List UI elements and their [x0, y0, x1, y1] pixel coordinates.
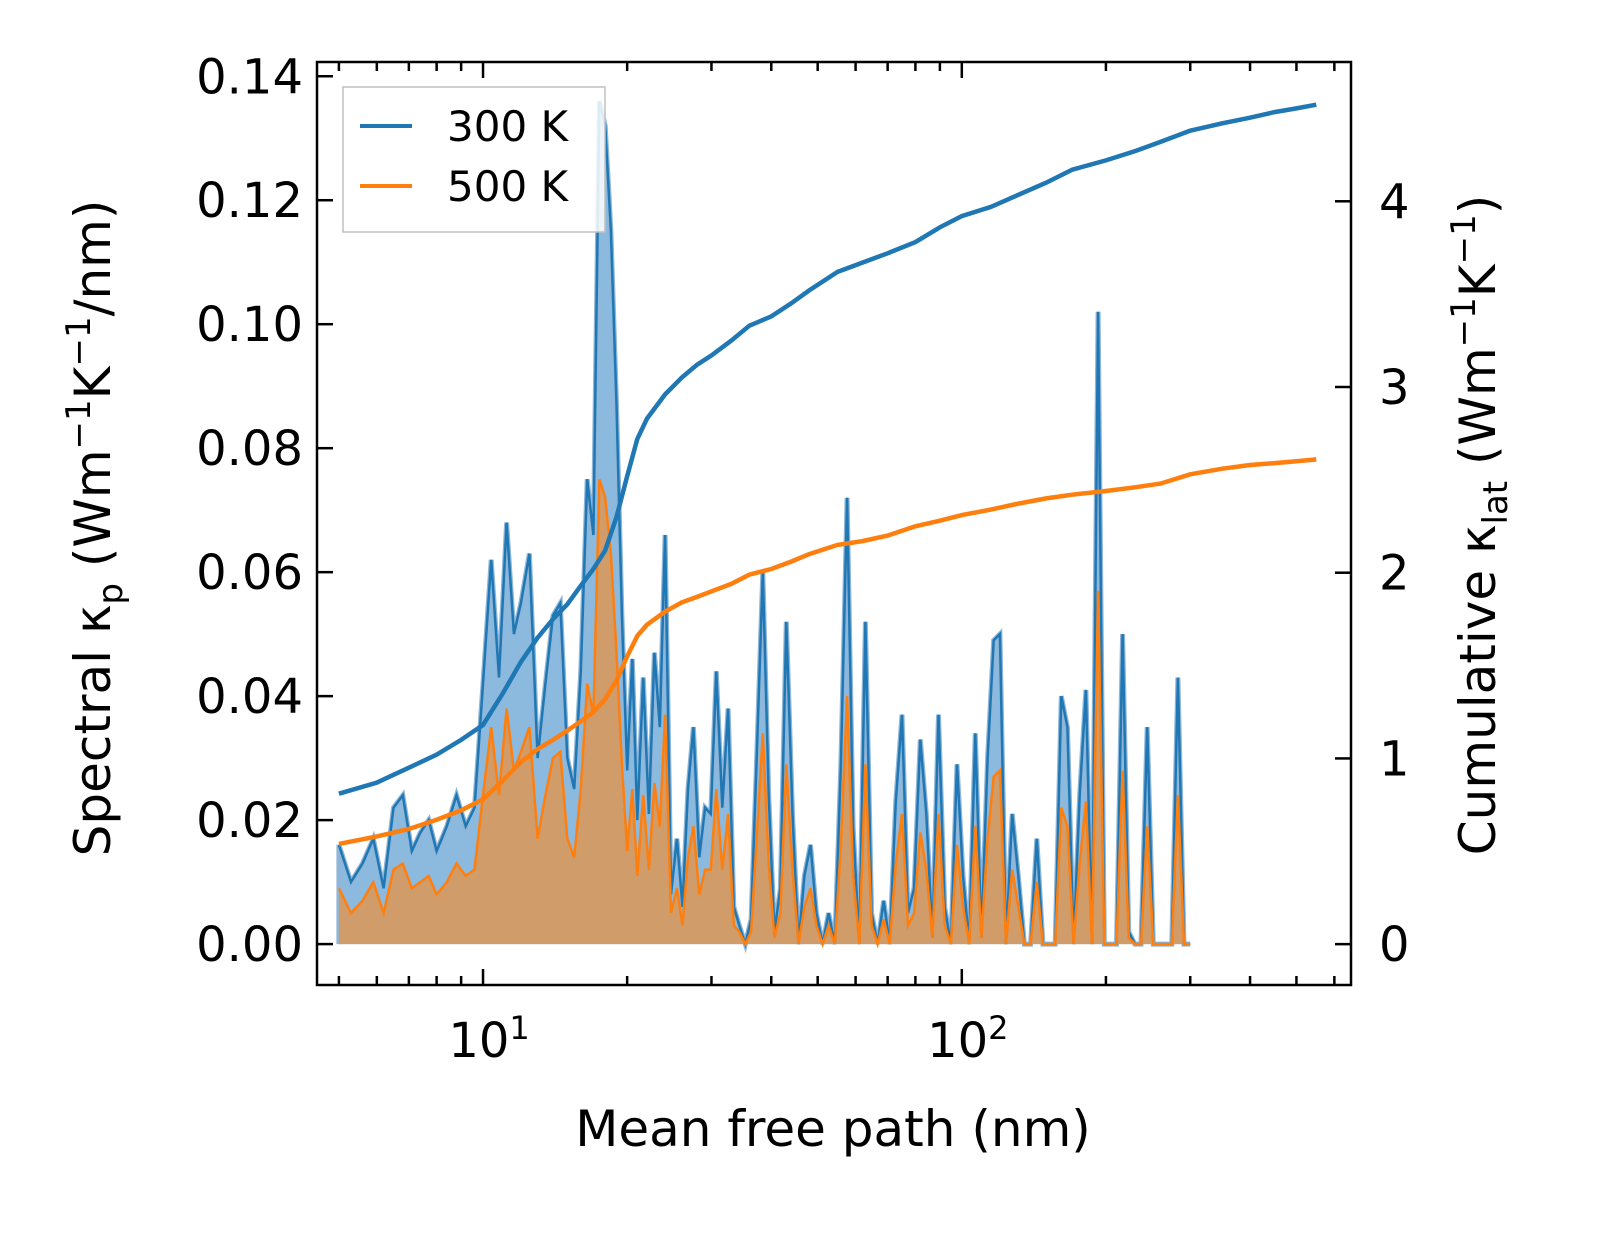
y-left-tick-label: 0.06 — [196, 545, 303, 601]
series-300k-spectral-line — [337, 100, 1191, 949]
series-300k-cumulative-line — [338, 102, 1317, 796]
plot-frame — [315, 60, 1353, 987]
legend-box — [342, 86, 606, 233]
y-right-tick-label: 2 — [1379, 546, 1410, 602]
y-right-tick-label: 4 — [1379, 174, 1410, 230]
y-left-axis-title: Spectral κp (Wm−1K−1/nm) — [59, 200, 131, 857]
legend-label-500k: 500 K — [447, 162, 570, 211]
y-left-tick-label: 0.12 — [196, 173, 303, 229]
y-left-tick-label: 0.02 — [196, 793, 303, 849]
y-left-tick-label: 0.10 — [196, 297, 303, 353]
x-tick-label: 102 — [927, 1009, 1008, 1069]
y-right-tick-label: 1 — [1379, 731, 1410, 787]
y-left-tick-label: 0.04 — [196, 669, 303, 725]
series-500k-cumulative-line — [338, 457, 1317, 847]
legend-label-300k: 300 K — [447, 102, 570, 151]
y-left-tick-label: 0.00 — [196, 917, 303, 973]
series-500k-spectral-line — [337, 478, 1191, 949]
y-right-tick-label: 0 — [1379, 917, 1410, 973]
legend: 300 K 500 K — [342, 86, 606, 233]
y-right-axis-title: Cumulative κlat (Wm−1K−1) — [1444, 195, 1516, 855]
series-500k-spectral-fill — [338, 479, 1191, 945]
series-layer — [336, 100, 1317, 954]
x-tick-label: 101 — [448, 1009, 529, 1069]
y-left-tick-label: 0.08 — [196, 421, 303, 477]
ticks-layer — [317, 62, 1351, 985]
x-axis-title: Mean free path (nm) — [575, 1100, 1091, 1158]
y-left-tick-label: 0.14 — [196, 49, 303, 105]
y-right-tick-label: 3 — [1379, 360, 1410, 416]
